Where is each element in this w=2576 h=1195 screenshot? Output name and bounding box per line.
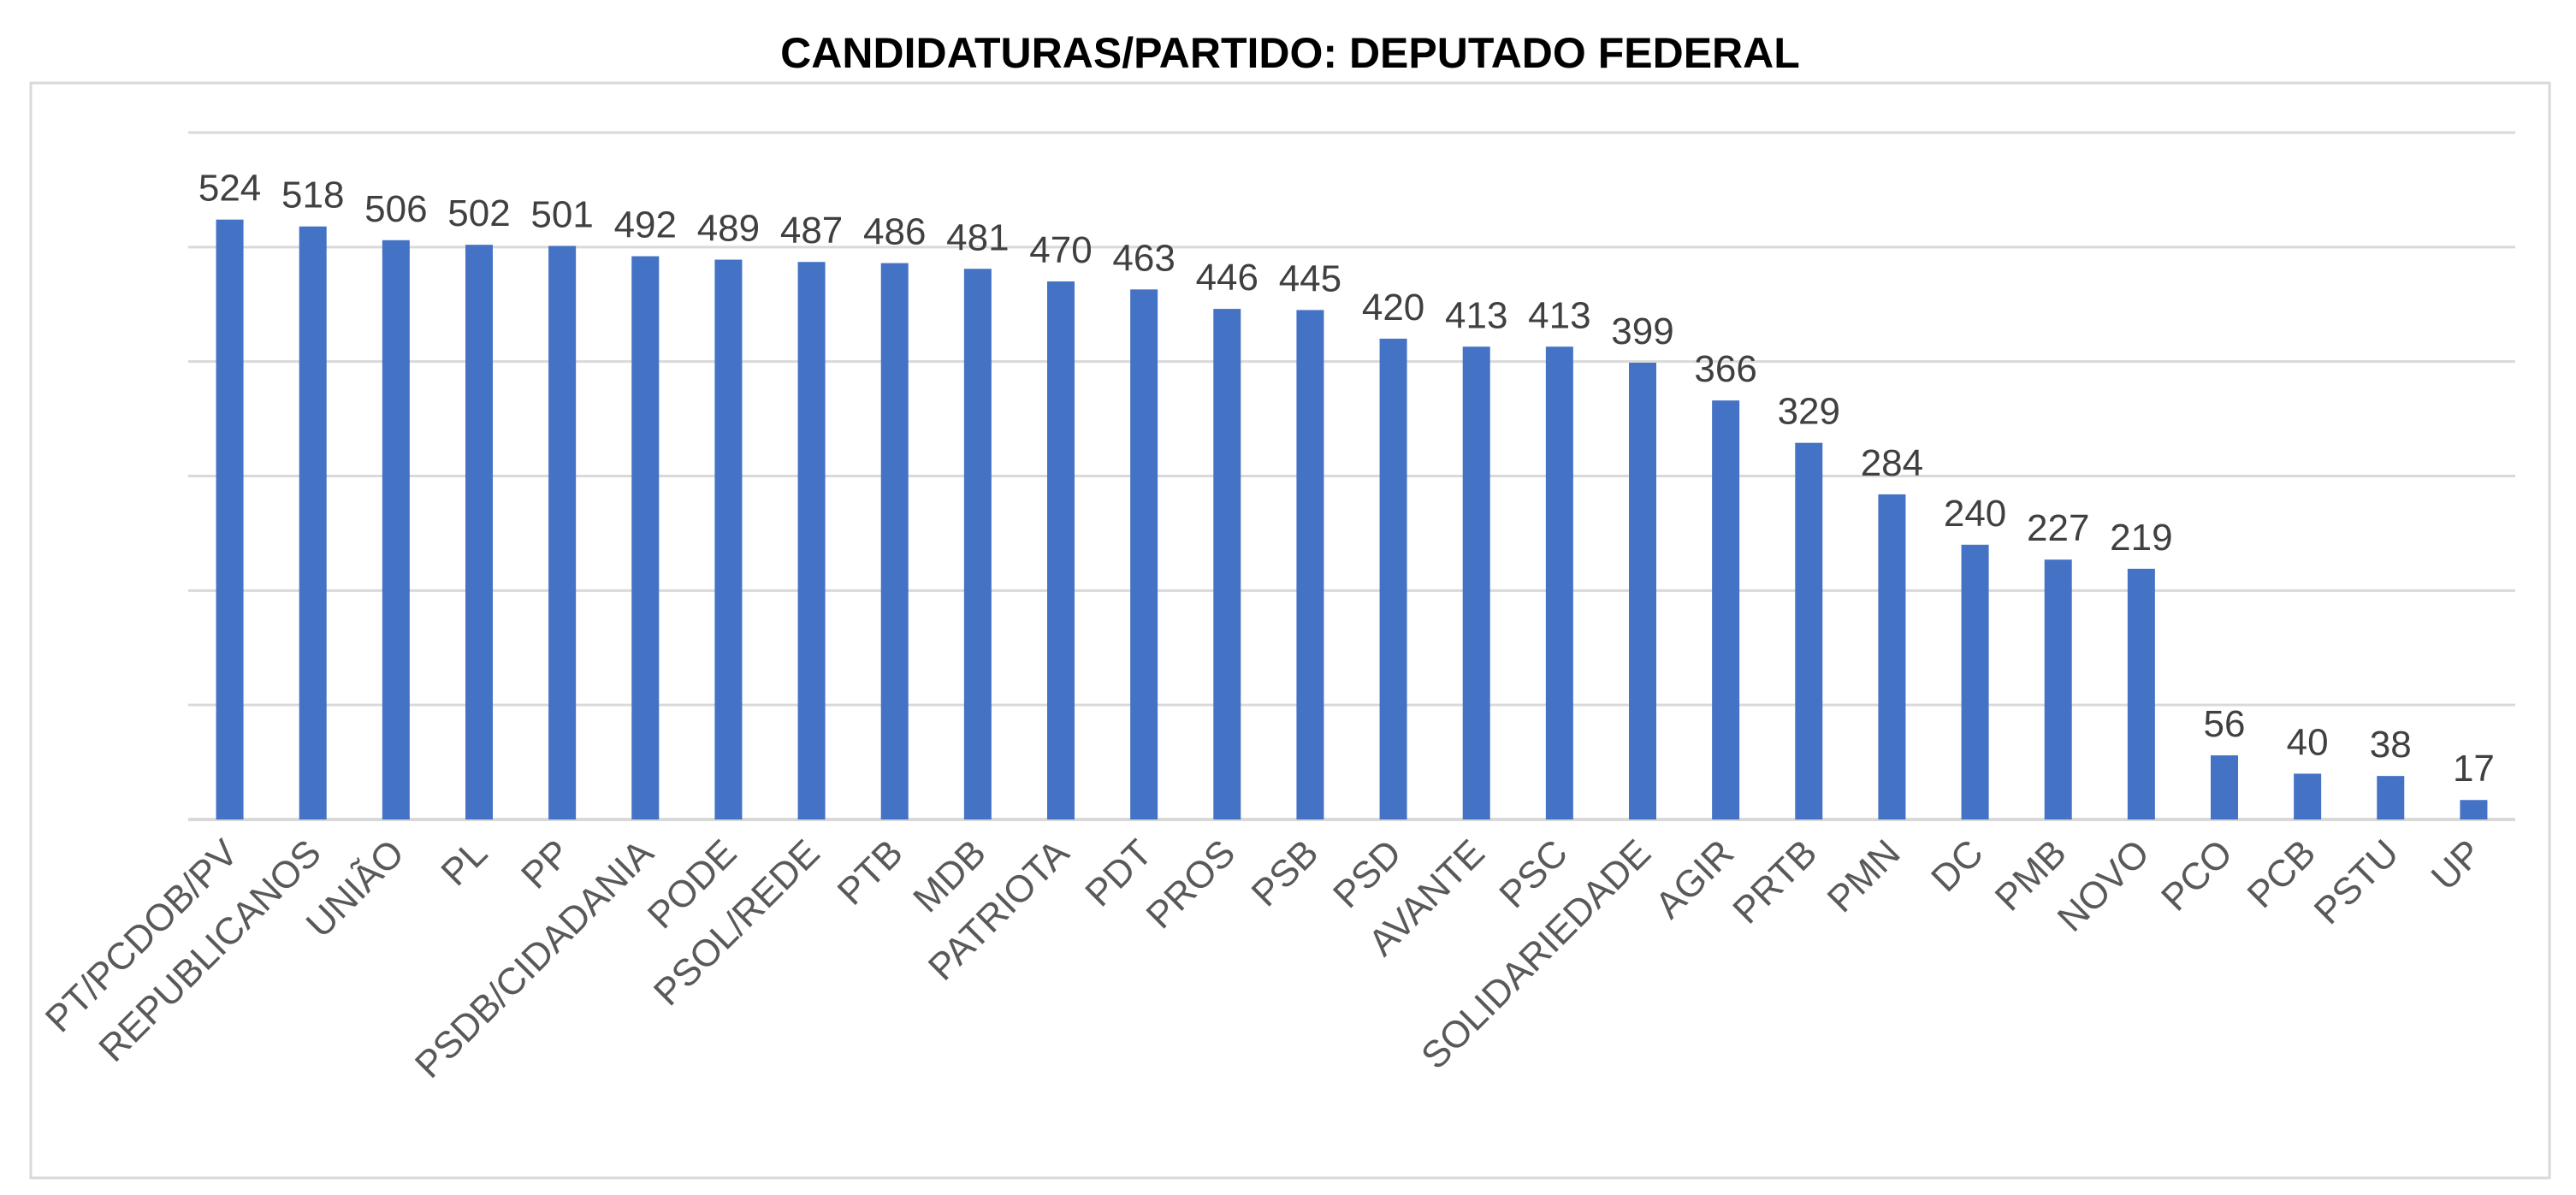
data-label: 413 <box>1445 294 1507 336</box>
bar <box>1545 346 1573 820</box>
data-label: 492 <box>614 204 677 246</box>
data-label: 470 <box>1029 229 1092 271</box>
bar <box>714 259 743 819</box>
bar <box>1130 289 1158 819</box>
data-label: 413 <box>1528 294 1590 336</box>
bar <box>548 246 577 819</box>
data-label: 399 <box>1611 311 1673 352</box>
bar <box>1795 442 1823 819</box>
chart-title: CANDIDATURAS/PARTIDO: DEPUTADO FEDERAL <box>780 29 1800 77</box>
bar <box>382 240 410 819</box>
bar <box>2460 800 2488 819</box>
data-label: 463 <box>1112 237 1175 279</box>
data-label: 501 <box>530 193 593 235</box>
data-label: 487 <box>780 210 843 251</box>
data-label: 481 <box>946 216 1009 258</box>
bar <box>1712 400 1740 819</box>
bar <box>2294 773 2322 819</box>
gridlines <box>188 131 2515 821</box>
bar <box>1961 544 1989 819</box>
data-label: 446 <box>1196 257 1258 299</box>
data-label: 518 <box>281 175 344 216</box>
data-label: 56 <box>2204 703 2246 745</box>
data-label: 240 <box>1944 493 2006 535</box>
bar <box>1296 310 1324 820</box>
bar <box>797 262 826 819</box>
bar <box>2211 755 2238 819</box>
data-label: 284 <box>1861 442 1923 484</box>
data-label: 524 <box>198 168 261 210</box>
bar <box>2377 776 2405 819</box>
bar <box>1379 338 1407 819</box>
bar <box>465 245 493 819</box>
data-label: 366 <box>1694 348 1756 390</box>
bar <box>1047 281 1075 819</box>
bar <box>1878 494 1906 819</box>
data-label: 420 <box>1362 287 1424 328</box>
bar <box>1213 309 1241 819</box>
data-label: 17 <box>2453 748 2495 790</box>
data-label: 219 <box>2110 517 2172 559</box>
data-label: 506 <box>364 188 427 230</box>
data-label: 40 <box>2287 721 2329 763</box>
bar <box>216 219 244 819</box>
data-label: 486 <box>863 211 926 253</box>
data-label: 38 <box>2370 724 2412 766</box>
bar <box>2127 568 2155 819</box>
data-label: 489 <box>697 208 760 250</box>
bar <box>1462 346 1490 820</box>
bar <box>2044 559 2072 819</box>
data-label: 502 <box>447 192 510 234</box>
bars <box>216 219 2488 820</box>
data-labels: 524 518 506 502 501 492 489 487 486 481 470 463 446 4… <box>198 168 2495 790</box>
bar <box>1629 363 1656 819</box>
bar <box>631 256 660 819</box>
data-label: 329 <box>1778 391 1840 433</box>
bar <box>963 269 992 819</box>
bar <box>880 263 909 819</box>
data-label: 227 <box>2027 507 2089 549</box>
data-label: 445 <box>1279 257 1341 299</box>
bar <box>299 226 327 819</box>
